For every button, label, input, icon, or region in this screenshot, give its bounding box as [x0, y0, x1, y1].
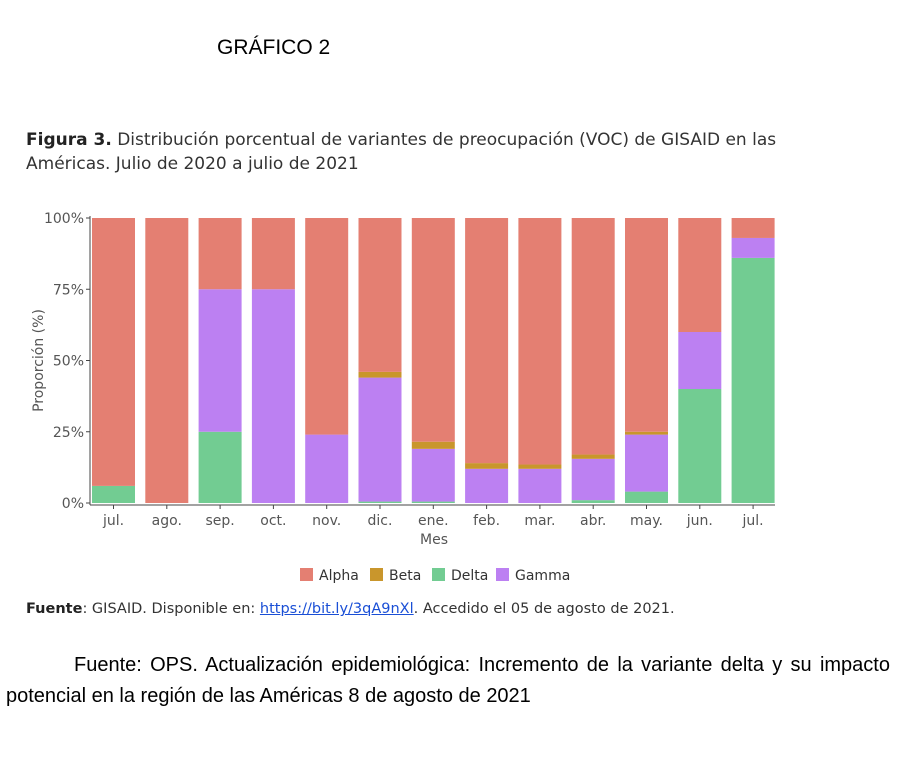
- x-tick-label: ene.: [418, 513, 449, 529]
- x-axis-title: Mes: [420, 532, 448, 548]
- figure-title-text: Distribución porcentual de variantes de …: [26, 130, 777, 174]
- legend-label-delta: Delta: [451, 568, 488, 584]
- bar-segment-alpha: [518, 218, 562, 465]
- figure-title: Figura 3. Distribución porcentual de var…: [26, 128, 846, 176]
- source-label: Fuente: [26, 601, 83, 617]
- bar-segment-alpha: [145, 218, 189, 503]
- bar-segment-gamma: [731, 237, 775, 258]
- bar-segment-beta: [571, 454, 615, 459]
- bar-segment-beta: [518, 464, 562, 469]
- legend-swatch-beta: [370, 568, 383, 581]
- y-tick-label: 100%: [44, 211, 84, 227]
- source-text: : GISAID. Disponible en:: [82, 601, 260, 617]
- bar-segment-beta: [358, 371, 402, 378]
- legend-swatch-delta: [432, 568, 445, 581]
- x-tick-label: oct.: [260, 513, 286, 529]
- bar-segment-delta: [198, 431, 242, 503]
- y-tick-label: 75%: [53, 282, 84, 298]
- bar-segment-gamma: [465, 468, 509, 503]
- x-tick-label: jul.: [102, 513, 124, 529]
- y-axis-title: Proporción (%): [31, 309, 47, 412]
- x-tick-label: dic.: [368, 513, 393, 529]
- bar-segment-gamma: [678, 332, 722, 389]
- bar-segment-gamma: [198, 289, 242, 432]
- bar-segment-gamma: [518, 468, 562, 503]
- bar-segment-alpha: [305, 218, 349, 435]
- bar-segment-delta: [571, 500, 615, 503]
- bar-segment-alpha: [625, 218, 668, 432]
- figure-source: Fuente: GISAID. Disponible en: https://b…: [26, 601, 675, 617]
- source-suffix: . Accedido el 05 de agosto de 2021.: [413, 601, 675, 617]
- x-tick-label: ago.: [152, 513, 182, 529]
- bar-segment-alpha: [358, 218, 402, 372]
- bar-segment-delta: [411, 501, 455, 503]
- bar-segment-alpha: [571, 218, 615, 455]
- legend-label-alpha: Alpha: [319, 568, 359, 584]
- page-heading: GRÁFICO 2: [217, 36, 331, 59]
- bar-segment-gamma: [625, 434, 668, 492]
- x-tick-label: jun.: [686, 513, 713, 529]
- x-tick-label: nov.: [312, 513, 341, 529]
- legend-label-gamma: Gamma: [515, 568, 570, 584]
- bar-segment-alpha: [92, 218, 135, 486]
- legend-swatch-gamma: [496, 568, 509, 581]
- bar-segment-delta: [678, 389, 722, 503]
- x-tick-label: may.: [630, 513, 663, 529]
- bar-segment-gamma: [358, 377, 402, 502]
- stacked-bar-chart: 0% 25% 50% 75% 100% Proporción (%) jul. ago. sep…: [31, 211, 775, 584]
- bar-segment-alpha: [678, 218, 722, 332]
- bar-segment-alpha: [198, 218, 242, 290]
- bar-segment-gamma: [411, 448, 455, 502]
- y-tick-label: 25%: [53, 425, 84, 441]
- bar-segment-beta: [625, 431, 668, 435]
- legend-label-beta: Beta: [389, 568, 421, 584]
- bar-segment-delta: [358, 501, 402, 503]
- bar-segment-alpha: [411, 218, 455, 442]
- document-caption: Fuente: OPS. Actualización epidemiológic…: [6, 654, 890, 707]
- bar-segment-gamma: [571, 458, 615, 501]
- bar-segment-beta: [465, 463, 509, 469]
- y-tick-label: 0%: [62, 496, 84, 512]
- legend-swatch-alpha: [300, 568, 313, 581]
- bar-segment-gamma: [305, 434, 349, 503]
- source-link[interactable]: https://bit.ly/3qA9nXl: [259, 601, 414, 617]
- bar-segment-alpha: [465, 218, 509, 464]
- x-tick-label: feb.: [473, 513, 500, 529]
- bar-segment-delta: [625, 491, 668, 503]
- x-tick-label: mar.: [524, 513, 555, 529]
- bar-segment-delta: [92, 485, 135, 503]
- y-tick-label: 50%: [53, 354, 84, 370]
- bar-segment-delta: [731, 257, 775, 503]
- bar-segment-gamma: [251, 289, 295, 503]
- x-tick-label: abr.: [580, 513, 606, 529]
- x-tick-label: sep.: [205, 513, 234, 529]
- x-tick-label: jul.: [742, 513, 764, 529]
- bar-segment-beta: [411, 441, 455, 449]
- figure-label: Figura 3.: [26, 130, 112, 150]
- bar-segment-alpha: [251, 218, 295, 290]
- bar-segment-alpha: [731, 218, 775, 238]
